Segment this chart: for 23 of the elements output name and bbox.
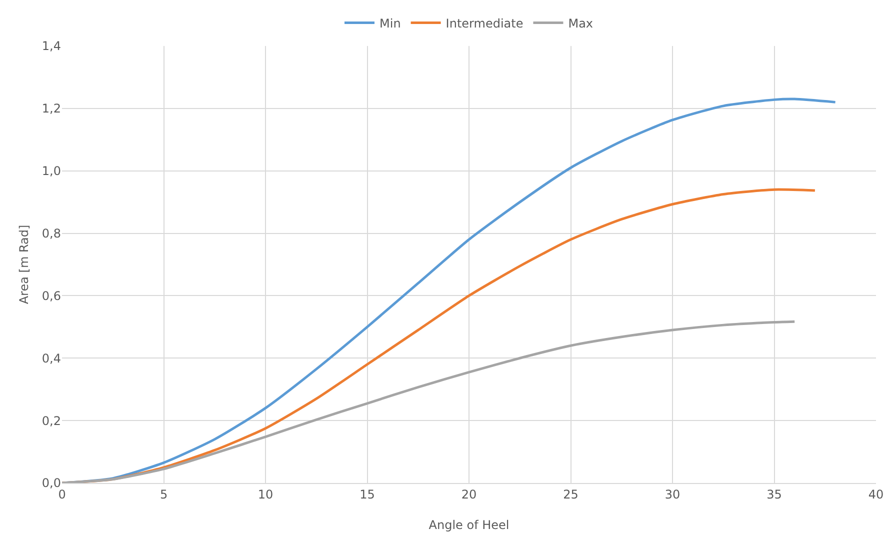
x-tick-label: 10 (258, 487, 274, 502)
x-tick-label: 25 (563, 487, 578, 502)
x-tick-label: 0 (58, 487, 66, 502)
x-tick-label: 20 (461, 487, 477, 502)
x-tick-label: 15 (360, 487, 375, 502)
legend-label: Intermediate (446, 16, 524, 30)
y-tick-label: 0,6 (42, 288, 61, 303)
y-tick-label: 0,2 (42, 414, 61, 428)
x-tick-label: 30 (664, 487, 680, 502)
y-tick-label: 0,8 (42, 226, 61, 240)
x-tick-label: 40 (868, 487, 884, 502)
y-tick-label: 0,0 (42, 476, 61, 490)
y-axis-title: Area [m Rad] (17, 224, 31, 304)
y-tick-label: 1,0 (42, 164, 61, 178)
x-tick-label: 5 (160, 487, 168, 502)
legend-label: Min (380, 16, 401, 30)
legend-label: Max (568, 16, 594, 30)
x-tick-label: 35 (766, 487, 782, 502)
y-tick-label: 1,2 (42, 102, 61, 116)
y-tick-label: 1,4 (42, 39, 61, 54)
y-tick-label: 0,4 (42, 351, 61, 366)
line-series (62, 320, 796, 483)
x-axis-title: Angle of Heel (428, 518, 510, 532)
